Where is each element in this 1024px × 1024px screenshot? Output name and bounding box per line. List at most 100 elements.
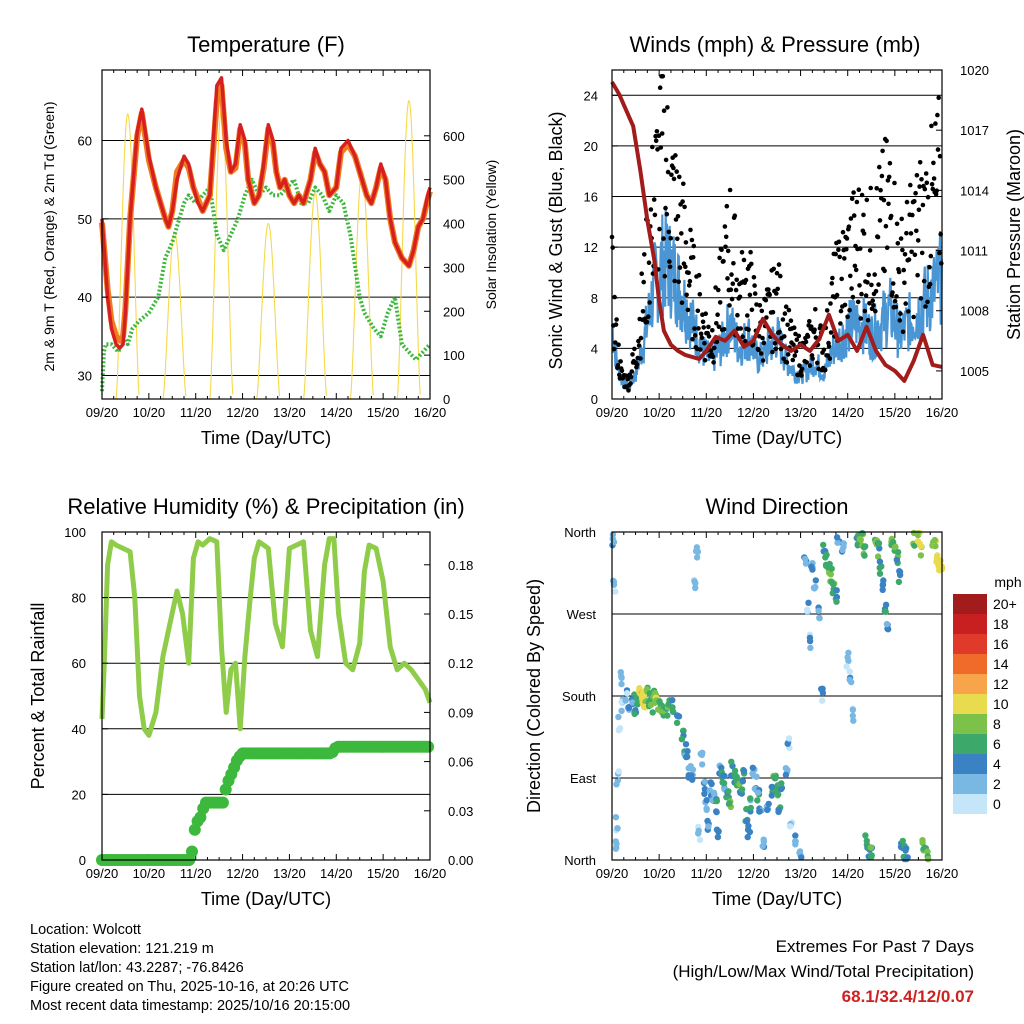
- gust-point: [929, 182, 935, 187]
- direction-point: [683, 753, 690, 761]
- direction-point: [895, 578, 903, 586]
- direction-point: [744, 826, 752, 833]
- direction-point: [818, 685, 825, 693]
- direction-point: [806, 634, 814, 641]
- direction-point: [634, 701, 641, 708]
- y-tick-label: 50: [78, 212, 92, 227]
- direction-point: [917, 552, 925, 559]
- gust-point: [898, 311, 903, 316]
- gust-point: [914, 173, 920, 178]
- gust-point: [848, 273, 853, 279]
- gust-point: [681, 181, 686, 187]
- gust-point: [828, 330, 834, 335]
- gust-point: [703, 311, 708, 317]
- gust-point: [788, 318, 794, 324]
- gust-point: [925, 194, 931, 200]
- solar-line: [396, 99, 421, 400]
- gust-point: [651, 197, 657, 202]
- gust-point: [766, 287, 771, 292]
- direction-point: [857, 536, 864, 543]
- gust-point: [881, 197, 887, 203]
- gust-point: [668, 236, 673, 241]
- gust-point: [723, 244, 728, 250]
- gust-point: [903, 301, 908, 306]
- x-tick-label: 14/20: [320, 405, 353, 420]
- gust-point: [725, 248, 731, 254]
- gust-point: [824, 308, 830, 313]
- gust-point: [803, 339, 809, 345]
- direction-point: [615, 713, 622, 721]
- gust-point: [628, 381, 633, 386]
- gust-point: [895, 241, 901, 246]
- direction-point: [678, 736, 686, 743]
- gust-point: [778, 346, 784, 352]
- legend-label: 16: [993, 636, 1009, 652]
- y2-tick-label: 0.09: [448, 705, 473, 720]
- direction-point: [924, 855, 932, 863]
- precip-point: [422, 740, 435, 753]
- gust-point: [867, 301, 872, 306]
- figure-created: Figure created on Thu, 2025-10-16, at 20…: [30, 979, 349, 995]
- gust-point: [875, 234, 881, 240]
- gust-point: [929, 123, 934, 129]
- legend-label: 0: [993, 796, 1001, 812]
- gust-point: [931, 176, 937, 181]
- gust-point: [692, 326, 697, 331]
- gust-point: [849, 196, 855, 201]
- direction-point: [833, 534, 841, 541]
- gust-point: [916, 207, 922, 213]
- direction-point: [631, 710, 638, 717]
- gust-point: [715, 312, 720, 318]
- gust-point: [669, 172, 674, 178]
- y2-tick-label: 1005: [960, 364, 989, 379]
- direction-point: [710, 789, 718, 796]
- direction-point: [615, 727, 623, 734]
- 2m-temperature-line: [100, 76, 432, 350]
- direction-point: [738, 786, 746, 793]
- direction-point: [875, 540, 883, 547]
- extremes-box: Extremes For Past 7 Days (High/Low/Max W…: [673, 934, 974, 1009]
- legend-label: 8: [993, 716, 1001, 732]
- gust-point: [674, 169, 679, 174]
- gust-point: [663, 157, 669, 163]
- gust-point: [618, 359, 623, 364]
- direction-point: [833, 598, 840, 605]
- rh-line: [99, 536, 433, 738]
- direction-point: [612, 814, 620, 821]
- direction-point: [696, 836, 704, 844]
- gust-point: [925, 299, 930, 305]
- gust-point: [743, 338, 748, 344]
- direction-point: [669, 708, 676, 715]
- gust-point: [790, 357, 796, 363]
- direction-point: [899, 837, 906, 845]
- gust-point: [924, 180, 930, 186]
- station-latlon: Station lat/lon: 43.2287; -76.8426: [30, 960, 244, 976]
- direction-point: [675, 713, 683, 720]
- y2-tick-label: 0.06: [448, 755, 473, 770]
- direction-point: [714, 833, 722, 841]
- direction-point: [894, 549, 902, 556]
- gust-point: [775, 286, 780, 292]
- direction-point: [785, 735, 793, 742]
- direction-point: [612, 838, 619, 845]
- direction-point: [682, 741, 690, 748]
- x-tick-label: 15/20: [367, 405, 400, 420]
- gust-point: [794, 337, 800, 343]
- direction-point: [868, 852, 875, 859]
- gust-point: [648, 207, 654, 212]
- x-tick-label: 14/20: [831, 405, 864, 420]
- panel-2: 09/20 10/20 11/20 12/20 13/20 14/20 15/20 16/20…: [546, 32, 1024, 448]
- gust-point: [933, 121, 938, 126]
- x-tick-label: 11/20: [180, 866, 212, 881]
- gust-point: [664, 211, 670, 217]
- gust-point: [729, 296, 735, 302]
- x-tick-label: 16/20: [926, 405, 959, 420]
- direction-point: [614, 825, 621, 832]
- gust-point: [782, 334, 787, 339]
- gust-point: [906, 257, 912, 262]
- y-tick-label: 8: [591, 291, 598, 306]
- gust-point: [815, 360, 820, 366]
- gust-point: [854, 199, 860, 205]
- gust-point: [862, 308, 868, 314]
- gust-point: [653, 138, 659, 144]
